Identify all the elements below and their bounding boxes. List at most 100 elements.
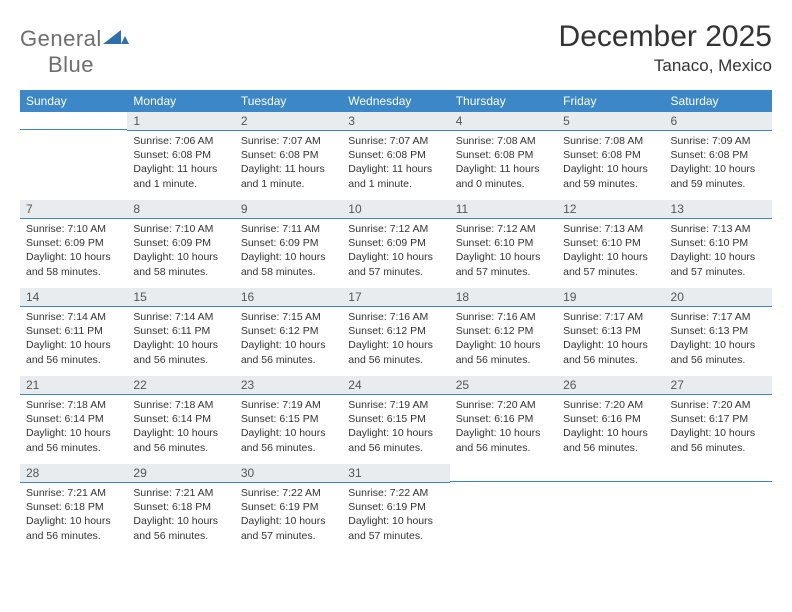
day-number-empty: [557, 464, 664, 482]
day-details: Sunrise: 7:08 AMSunset: 6:08 PMDaylight:…: [557, 131, 664, 193]
day-details: Sunrise: 7:12 AMSunset: 6:10 PMDaylight:…: [450, 219, 557, 281]
day-cell: 2Sunrise: 7:07 AMSunset: 6:08 PMDaylight…: [235, 112, 342, 200]
day-cell: 28Sunrise: 7:21 AMSunset: 6:18 PMDayligh…: [20, 464, 127, 552]
day-cell: 4Sunrise: 7:08 AMSunset: 6:08 PMDaylight…: [450, 112, 557, 200]
dow-friday: Friday: [557, 90, 664, 112]
day-number: 22: [127, 376, 234, 395]
day-details: Sunrise: 7:07 AMSunset: 6:08 PMDaylight:…: [235, 131, 342, 193]
day-cell: 29Sunrise: 7:21 AMSunset: 6:18 PMDayligh…: [127, 464, 234, 552]
day-cell: 23Sunrise: 7:19 AMSunset: 6:15 PMDayligh…: [235, 376, 342, 464]
day-cell: 31Sunrise: 7:22 AMSunset: 6:19 PMDayligh…: [342, 464, 449, 552]
day-number: 7: [20, 200, 127, 219]
logo-mark-icon: [103, 28, 129, 46]
dow-wednesday: Wednesday: [342, 90, 449, 112]
day-details: Sunrise: 7:17 AMSunset: 6:13 PMDaylight:…: [557, 307, 664, 369]
dow-header-row: Sunday Monday Tuesday Wednesday Thursday…: [20, 90, 772, 112]
day-details: Sunrise: 7:19 AMSunset: 6:15 PMDaylight:…: [235, 395, 342, 457]
page-title: December 2025: [559, 20, 772, 54]
day-cell: 26Sunrise: 7:20 AMSunset: 6:16 PMDayligh…: [557, 376, 664, 464]
day-number: 18: [450, 288, 557, 307]
logo-text: General Blue: [20, 26, 129, 78]
calendar-week-row: 14Sunrise: 7:14 AMSunset: 6:11 PMDayligh…: [20, 288, 772, 376]
day-number: 1: [127, 112, 234, 131]
day-details: Sunrise: 7:21 AMSunset: 6:18 PMDaylight:…: [127, 483, 234, 545]
day-cell: 13Sunrise: 7:13 AMSunset: 6:10 PMDayligh…: [665, 200, 772, 288]
day-details: Sunrise: 7:19 AMSunset: 6:15 PMDaylight:…: [342, 395, 449, 457]
day-number: 10: [342, 200, 449, 219]
day-cell: 14Sunrise: 7:14 AMSunset: 6:11 PMDayligh…: [20, 288, 127, 376]
location-label: Tanaco, Mexico: [559, 56, 772, 76]
day-number: 15: [127, 288, 234, 307]
calendar-week-row: 7Sunrise: 7:10 AMSunset: 6:09 PMDaylight…: [20, 200, 772, 288]
day-number: 17: [342, 288, 449, 307]
day-number-empty: [20, 112, 127, 130]
day-cell: 16Sunrise: 7:15 AMSunset: 6:12 PMDayligh…: [235, 288, 342, 376]
day-details: Sunrise: 7:13 AMSunset: 6:10 PMDaylight:…: [665, 219, 772, 281]
day-cell: 3Sunrise: 7:07 AMSunset: 6:08 PMDaylight…: [342, 112, 449, 200]
calendar-week-row: 28Sunrise: 7:21 AMSunset: 6:18 PMDayligh…: [20, 464, 772, 552]
day-details: Sunrise: 7:07 AMSunset: 6:08 PMDaylight:…: [342, 131, 449, 193]
day-number: 12: [557, 200, 664, 219]
day-number: 8: [127, 200, 234, 219]
day-details: Sunrise: 7:14 AMSunset: 6:11 PMDaylight:…: [127, 307, 234, 369]
day-cell: 19Sunrise: 7:17 AMSunset: 6:13 PMDayligh…: [557, 288, 664, 376]
day-details: Sunrise: 7:20 AMSunset: 6:16 PMDaylight:…: [557, 395, 664, 457]
day-number: 5: [557, 112, 664, 131]
day-number: 3: [342, 112, 449, 131]
day-number: 14: [20, 288, 127, 307]
dow-tuesday: Tuesday: [235, 90, 342, 112]
day-details: Sunrise: 7:17 AMSunset: 6:13 PMDaylight:…: [665, 307, 772, 369]
day-cell: 12Sunrise: 7:13 AMSunset: 6:10 PMDayligh…: [557, 200, 664, 288]
day-number: 30: [235, 464, 342, 483]
day-cell: 17Sunrise: 7:16 AMSunset: 6:12 PMDayligh…: [342, 288, 449, 376]
day-details: Sunrise: 7:12 AMSunset: 6:09 PMDaylight:…: [342, 219, 449, 281]
day-number: 29: [127, 464, 234, 483]
day-number: 4: [450, 112, 557, 131]
dow-saturday: Saturday: [665, 90, 772, 112]
day-cell: 7Sunrise: 7:10 AMSunset: 6:09 PMDaylight…: [20, 200, 127, 288]
day-number: 24: [342, 376, 449, 395]
day-details: Sunrise: 7:18 AMSunset: 6:14 PMDaylight:…: [20, 395, 127, 457]
day-cell: 20Sunrise: 7:17 AMSunset: 6:13 PMDayligh…: [665, 288, 772, 376]
day-cell: [557, 464, 664, 552]
day-number: 20: [665, 288, 772, 307]
day-cell: 9Sunrise: 7:11 AMSunset: 6:09 PMDaylight…: [235, 200, 342, 288]
day-number: 31: [342, 464, 449, 483]
logo: General Blue: [20, 20, 129, 78]
day-details: Sunrise: 7:11 AMSunset: 6:09 PMDaylight:…: [235, 219, 342, 281]
day-number: 19: [557, 288, 664, 307]
day-cell: 11Sunrise: 7:12 AMSunset: 6:10 PMDayligh…: [450, 200, 557, 288]
dow-monday: Monday: [127, 90, 234, 112]
day-number: 28: [20, 464, 127, 483]
day-details: Sunrise: 7:22 AMSunset: 6:19 PMDaylight:…: [235, 483, 342, 545]
day-cell: 15Sunrise: 7:14 AMSunset: 6:11 PMDayligh…: [127, 288, 234, 376]
day-number: 26: [557, 376, 664, 395]
day-number: 9: [235, 200, 342, 219]
day-details: Sunrise: 7:08 AMSunset: 6:08 PMDaylight:…: [450, 131, 557, 193]
logo-part2: Blue: [48, 52, 94, 77]
day-details: Sunrise: 7:22 AMSunset: 6:19 PMDaylight:…: [342, 483, 449, 545]
day-number: 23: [235, 376, 342, 395]
day-number: 21: [20, 376, 127, 395]
day-number: 2: [235, 112, 342, 131]
dow-sunday: Sunday: [20, 90, 127, 112]
day-details: Sunrise: 7:06 AMSunset: 6:08 PMDaylight:…: [127, 131, 234, 193]
day-details: Sunrise: 7:15 AMSunset: 6:12 PMDaylight:…: [235, 307, 342, 369]
day-details: Sunrise: 7:20 AMSunset: 6:17 PMDaylight:…: [665, 395, 772, 457]
day-cell: 18Sunrise: 7:16 AMSunset: 6:12 PMDayligh…: [450, 288, 557, 376]
day-cell: [665, 464, 772, 552]
day-details: Sunrise: 7:21 AMSunset: 6:18 PMDaylight:…: [20, 483, 127, 545]
day-number: 11: [450, 200, 557, 219]
day-cell: 30Sunrise: 7:22 AMSunset: 6:19 PMDayligh…: [235, 464, 342, 552]
dow-thursday: Thursday: [450, 90, 557, 112]
day-cell: 10Sunrise: 7:12 AMSunset: 6:09 PMDayligh…: [342, 200, 449, 288]
day-details: Sunrise: 7:09 AMSunset: 6:08 PMDaylight:…: [665, 131, 772, 193]
day-number: 13: [665, 200, 772, 219]
day-cell: [20, 112, 127, 200]
day-cell: 1Sunrise: 7:06 AMSunset: 6:08 PMDaylight…: [127, 112, 234, 200]
day-cell: [450, 464, 557, 552]
day-details: Sunrise: 7:20 AMSunset: 6:16 PMDaylight:…: [450, 395, 557, 457]
day-number: 27: [665, 376, 772, 395]
day-cell: 21Sunrise: 7:18 AMSunset: 6:14 PMDayligh…: [20, 376, 127, 464]
day-number: 25: [450, 376, 557, 395]
